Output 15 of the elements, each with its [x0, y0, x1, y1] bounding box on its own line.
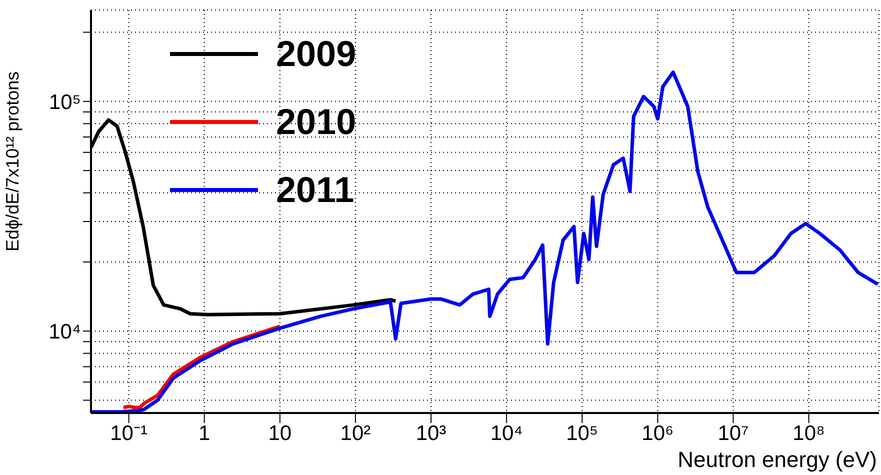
x-tick-label: 10⁴: [490, 422, 523, 445]
x-tick-label: 10⁻¹: [110, 422, 148, 445]
legend-label: 2010: [276, 101, 356, 143]
legend-label: 2011: [276, 169, 354, 211]
x-tick-label: 10: [268, 422, 292, 445]
legend-label: 2009: [276, 33, 356, 75]
x-tick-label: 1: [198, 422, 210, 445]
x-axis-title: Neutron energy (eV): [678, 447, 877, 472]
x-tick-label: 10³: [416, 422, 446, 445]
x-tick-label: 10⁵: [566, 422, 598, 445]
y-axis-title: Edϕ/dE/7x10¹² protons: [2, 71, 22, 252]
x-tick-label: 10⁶: [642, 422, 674, 445]
x-tick-label: 10²: [340, 422, 371, 445]
x-tick-label: 10⁷: [718, 422, 749, 445]
x-tick-label: 10⁸: [792, 422, 825, 445]
